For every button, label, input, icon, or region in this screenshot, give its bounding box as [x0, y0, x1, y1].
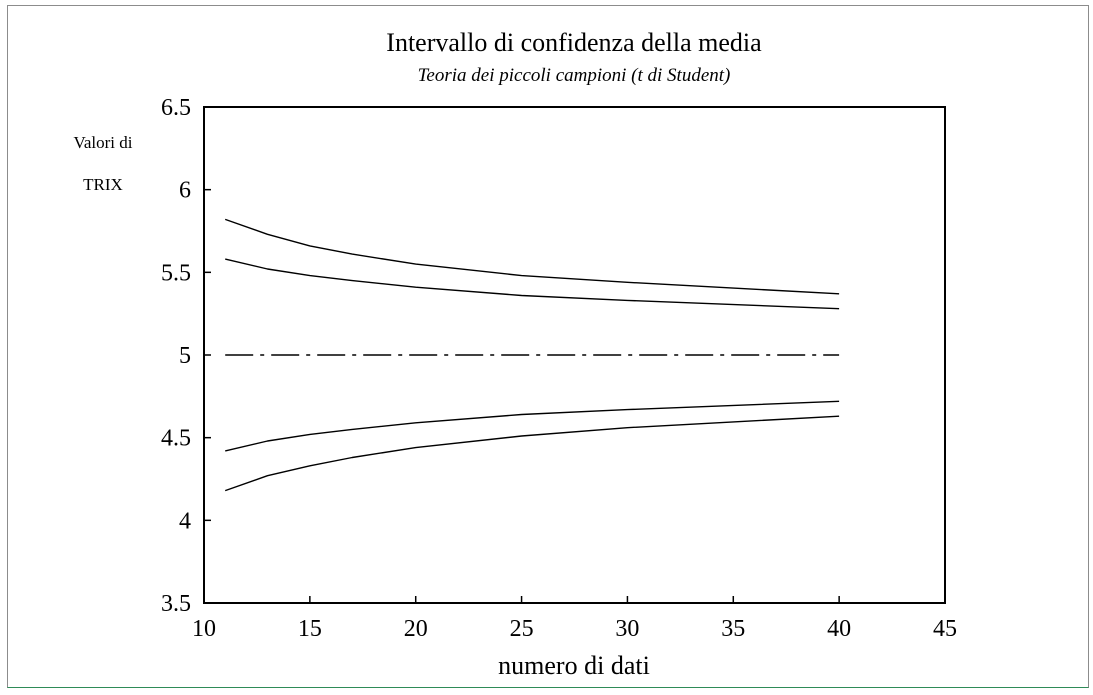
- y-tick-label: 6: [179, 178, 191, 204]
- series-line-2: [225, 258, 840, 310]
- y-tick-label: 4: [179, 508, 191, 534]
- chart-title: Intervallo di confidenza della media: [386, 28, 762, 57]
- series-line-5: [224, 415, 840, 492]
- x-tick-label: 20: [404, 616, 428, 642]
- axis-ticks: 10 15 20 25 30 35 40 45 3.5 4 4.5 5 5.5 6 6.5: [161, 95, 957, 642]
- chart-subtitle: Teoria dei piccoli campioni (t di Studen…: [418, 65, 731, 86]
- x-tick-label: 30: [615, 616, 639, 642]
- y-tick-label: 3.5: [161, 591, 191, 617]
- x-tick-label: 25: [510, 616, 534, 642]
- y-axis-label-line2: TRIX: [83, 175, 123, 194]
- x-tick-label: 45: [933, 616, 957, 642]
- y-tick-label: 5.5: [161, 260, 191, 286]
- x-axis-label: numero di dati: [498, 651, 650, 680]
- y-tick-label: 6.5: [161, 95, 191, 121]
- x-tick-label: 10: [192, 616, 216, 642]
- series-line-1: [224, 218, 840, 295]
- chart-frame: [7, 5, 1089, 688]
- y-tick-label: 4.5: [161, 426, 191, 452]
- y-axis-label-line1: Valori di: [73, 133, 132, 152]
- y-tick-label: 5: [179, 343, 191, 369]
- x-tick-label: 35: [721, 616, 745, 642]
- series-line-4: [225, 400, 840, 452]
- series-lines: [224, 218, 840, 492]
- x-tick-label: 40: [827, 616, 851, 642]
- x-tick-label: 15: [298, 616, 322, 642]
